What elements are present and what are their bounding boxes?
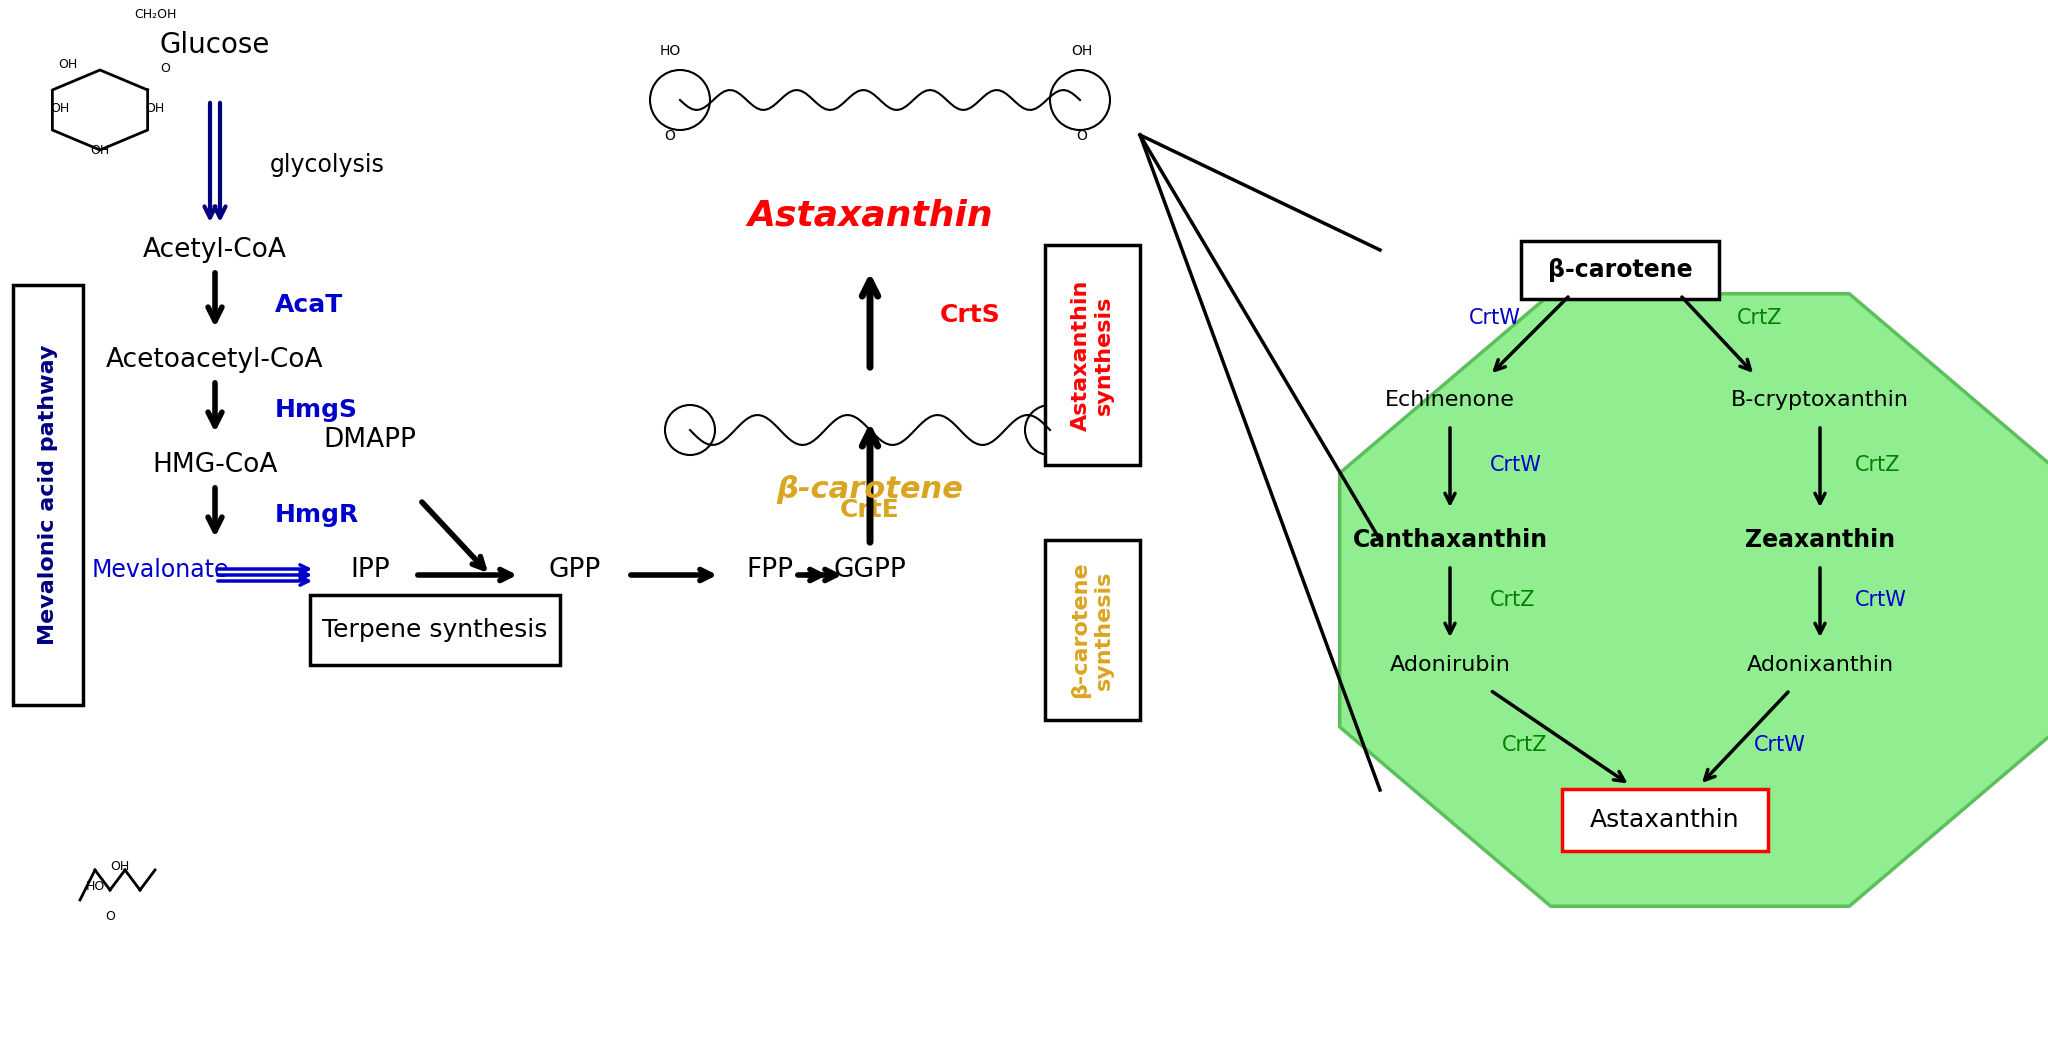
Text: CH₂OH: CH₂OH [133, 8, 176, 22]
Text: DMAPP: DMAPP [324, 427, 416, 453]
FancyBboxPatch shape [1563, 789, 1767, 851]
Text: Terpene synthesis: Terpene synthesis [322, 618, 547, 642]
Text: O: O [160, 62, 170, 74]
Text: Glucose: Glucose [160, 31, 270, 59]
Text: Mevalonic acid pathway: Mevalonic acid pathway [39, 345, 57, 646]
Bar [1044, 245, 1141, 465]
Text: FPP: FPP [748, 557, 793, 583]
FancyBboxPatch shape [309, 595, 559, 665]
Text: Mevalonate: Mevalonate [92, 558, 229, 582]
Text: CrtW: CrtW [1855, 590, 1907, 610]
FancyBboxPatch shape [12, 285, 84, 705]
Text: Adonirubin: Adonirubin [1389, 655, 1511, 675]
Text: Adonixanthin: Adonixanthin [1747, 655, 1894, 675]
Polygon shape [1339, 294, 2048, 906]
Bar [1044, 540, 1141, 720]
Text: CrtW: CrtW [1491, 455, 1542, 475]
Text: OH: OH [51, 101, 70, 115]
Text: Acetyl-CoA: Acetyl-CoA [143, 237, 287, 263]
Text: HmgS: HmgS [274, 398, 358, 422]
Text: CrtZ: CrtZ [1855, 455, 1901, 475]
FancyBboxPatch shape [1522, 241, 1718, 299]
Text: β-carotene: β-carotene [776, 476, 963, 505]
Text: O: O [104, 909, 115, 923]
Text: OH: OH [145, 101, 164, 115]
Text: CrtW: CrtW [1468, 308, 1522, 328]
Text: OH: OH [59, 58, 78, 72]
Text: Echinenone: Echinenone [1384, 390, 1516, 410]
Text: Zeaxanthin: Zeaxanthin [1745, 528, 1894, 552]
Text: Astaxanthin: Astaxanthin [1589, 808, 1741, 832]
Text: AcaT: AcaT [274, 293, 344, 317]
Text: CrtZ: CrtZ [1491, 590, 1536, 610]
Text: CrtE: CrtE [840, 498, 899, 522]
Text: HO: HO [86, 880, 104, 893]
Text: CrtZ: CrtZ [1737, 308, 1782, 328]
Text: β-carotene: β-carotene [1548, 258, 1692, 282]
Text: IPP: IPP [350, 557, 389, 583]
Text: β-carotene
synthesis: β-carotene synthesis [1071, 562, 1114, 699]
Text: GGPP: GGPP [834, 557, 907, 583]
Text: glycolysis: glycolysis [270, 153, 385, 177]
Text: Astaxanthin: Astaxanthin [748, 198, 993, 232]
Text: HMG-CoA: HMG-CoA [152, 452, 279, 478]
Text: Acetoacetyl-CoA: Acetoacetyl-CoA [106, 347, 324, 373]
Text: CrtW: CrtW [1753, 735, 1806, 755]
Text: O: O [664, 129, 676, 143]
Text: HO: HO [659, 44, 680, 58]
Text: Canthaxanthin: Canthaxanthin [1352, 528, 1548, 552]
Text: CrtZ: CrtZ [1503, 735, 1548, 755]
Text: Astaxanthin
synthesis: Astaxanthin synthesis [1071, 280, 1114, 431]
Text: GPP: GPP [549, 557, 602, 583]
Text: OH: OH [90, 144, 111, 156]
Text: B-cryptoxanthin: B-cryptoxanthin [1731, 390, 1909, 410]
Text: HmgR: HmgR [274, 503, 358, 527]
Text: OH: OH [111, 860, 129, 873]
Text: OH: OH [1071, 44, 1094, 58]
Text: CrtS: CrtS [940, 304, 1001, 328]
Text: O: O [1077, 129, 1087, 143]
